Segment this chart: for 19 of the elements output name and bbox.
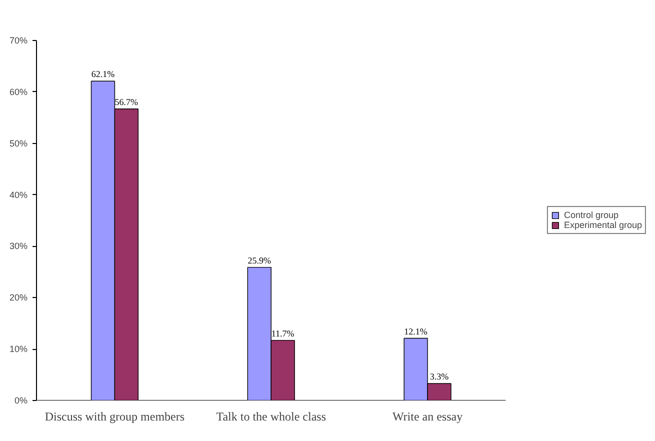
y-tick-label: 20% — [9, 292, 28, 303]
x-tick-label: Discuss with group members — [44, 410, 185, 424]
data-label: 3.3% — [430, 372, 450, 382]
y-tick-label: 0% — [14, 396, 28, 406]
y-tick-label: 50% — [9, 138, 28, 148]
data-label: 11.7% — [271, 328, 295, 338]
data-label: 25.9% — [248, 255, 272, 266]
legend-label: Control group — [564, 210, 618, 220]
y-tick-label: 30% — [9, 241, 28, 252]
x-tick-label: Talk to the whole class — [216, 410, 326, 424]
x-tick-label: Write an essay — [392, 410, 463, 424]
y-tick-label: 10% — [9, 344, 28, 354]
legend-label: Experimental group — [564, 220, 642, 230]
data-label: 56.7% — [114, 96, 139, 107]
data-label: 62.1% — [91, 69, 116, 80]
y-tick-label: 40% — [9, 190, 28, 200]
data-label: 12.1% — [404, 326, 428, 336]
y-tick-label: 60% — [9, 86, 28, 97]
y-tick-label: 70% — [9, 36, 28, 46]
